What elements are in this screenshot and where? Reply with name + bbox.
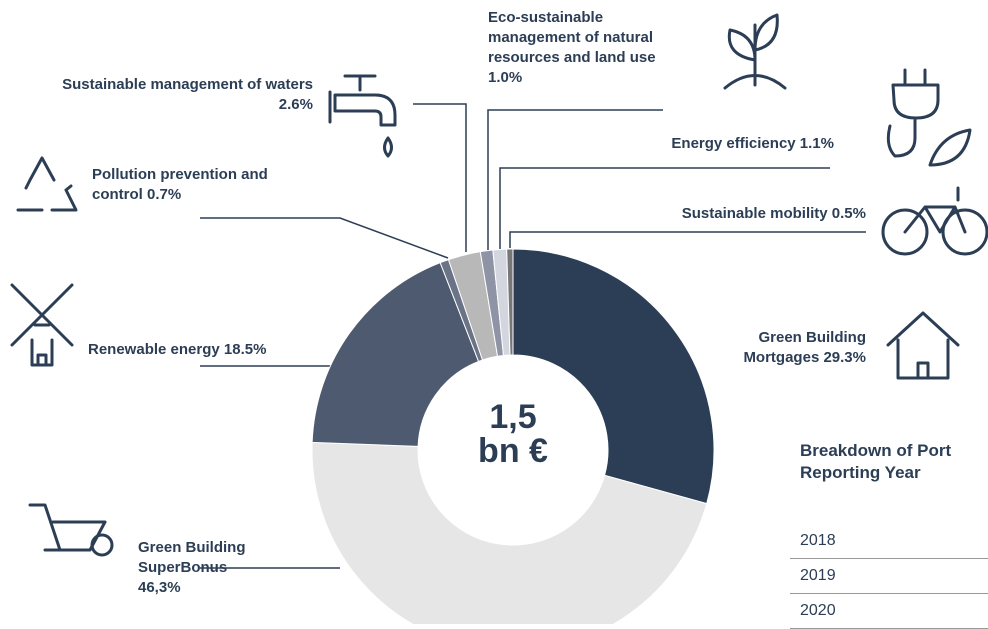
table-row: 2019 [790, 559, 988, 594]
value-label: 2.6% [278, 96, 313, 113]
leader-line [509, 231, 866, 248]
leader-lines [200, 103, 866, 569]
value-label: 29.3% [823, 349, 866, 366]
plug-icon [886, 68, 972, 167]
recycle-icon [16, 156, 78, 212]
leader-line [200, 217, 449, 259]
center-unit: bn € [478, 432, 548, 470]
slice-label: Green Building Mortgages 29.3% [696, 328, 866, 368]
category-name: Eco-sustainable management of natural re… [488, 9, 656, 66]
donut-slice [311, 262, 480, 447]
bike-icon [881, 186, 988, 256]
category-name: Sustainable mobility [681, 205, 828, 222]
value-label: 0.7% [147, 186, 182, 203]
wheelbarrow-icon [28, 503, 114, 557]
slice-label: Green Building SuperBonus 46,3% [138, 538, 263, 598]
table-title: Breakdown of Port [800, 441, 952, 460]
table-row: 2018 [790, 524, 988, 559]
value-label: 18.5% [223, 341, 267, 358]
table-subtitle: Reporting Year [800, 463, 921, 482]
donut-slice [506, 248, 514, 356]
category-name: Green Building Mortgages [743, 329, 866, 366]
slice-label: Eco-sustainable management of natural re… [488, 8, 688, 88]
leader-line [487, 109, 663, 250]
category-name: Pollution prevention and control [92, 166, 268, 203]
tap-icon [328, 74, 397, 158]
center-value: 1,5 [489, 398, 537, 436]
center-label: 1,5 bn € [433, 400, 593, 468]
icons [10, 13, 988, 557]
table: Breakdown of Port Reporting Year 2018 20… [790, 440, 988, 629]
slice-label: Energy efficiency 1.1% [594, 134, 834, 154]
value-label: 1.1% [799, 135, 834, 152]
category-name: Sustainable management of waters [62, 76, 313, 93]
house-icon [886, 311, 960, 380]
donut-slice [311, 441, 708, 624]
category-name: Renewable energy [88, 341, 220, 358]
donut-slice [512, 248, 715, 505]
slice-label: Sustainable mobility 0.5% [606, 204, 866, 224]
category-name: Green Building SuperBonus [138, 539, 246, 576]
slice-label: Renewable energy 18.5% [88, 340, 328, 360]
windmill-icon [10, 283, 74, 367]
slice-label: Pollution prevention and control 0.7% [92, 165, 322, 205]
value-label: 46,3% [138, 579, 181, 596]
value-label: 0.5% [831, 205, 866, 222]
leader-line [413, 103, 467, 252]
category-name: Energy efficiency [671, 135, 796, 152]
plant-icon [723, 13, 787, 90]
value-label: 1.0% [488, 69, 523, 86]
donut [311, 248, 715, 624]
slice-label: Sustainable management of waters 2.6% [53, 75, 313, 115]
leader-line [499, 167, 830, 249]
